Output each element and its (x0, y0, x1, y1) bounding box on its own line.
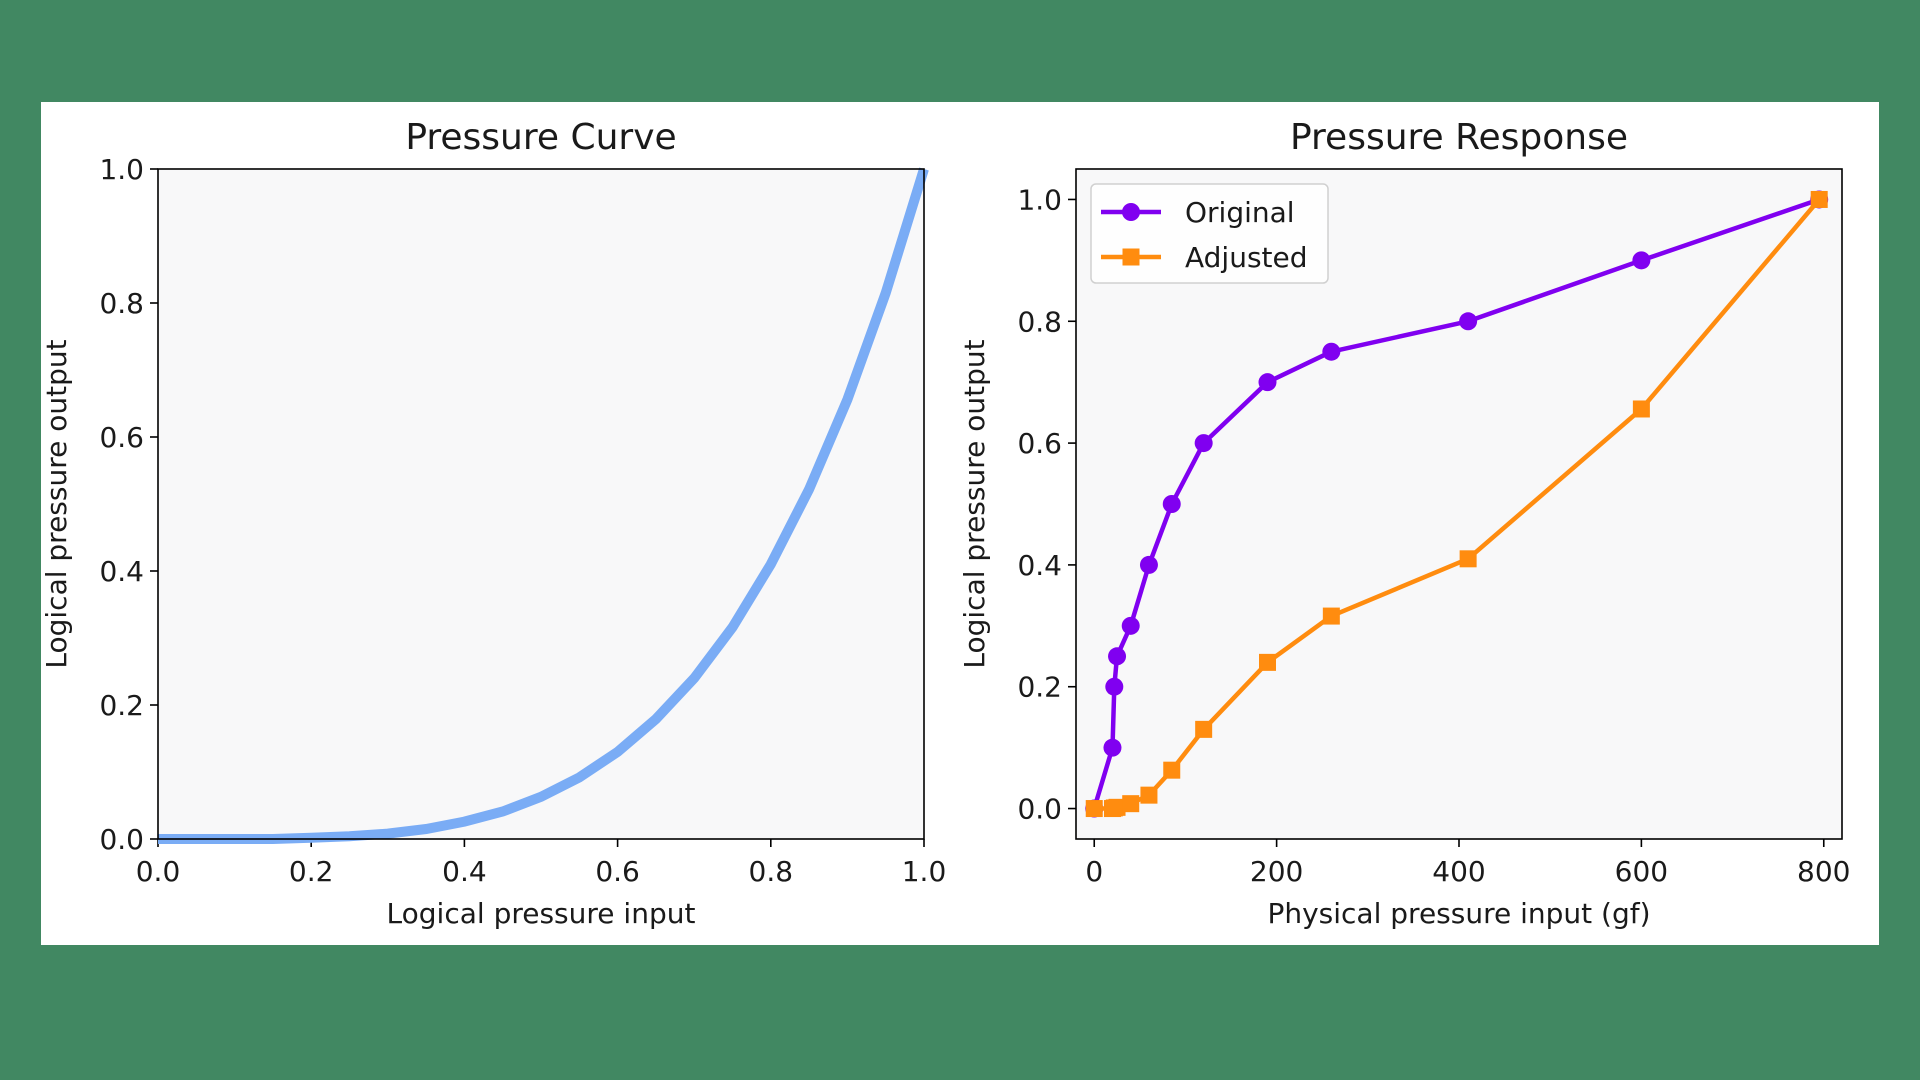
legend-marker-original (1122, 203, 1140, 221)
plot-frame (157, 168, 925, 840)
data-point-adjusted (1163, 761, 1181, 779)
x-tick-label: 0.8 (749, 855, 794, 888)
chart-title: Pressure Curve (405, 117, 676, 158)
x-tick-label: 0 (1085, 855, 1103, 888)
x-axis-ticks: 0.0 0.2 0.4 0.6 0.8 1.0 (136, 839, 947, 888)
legend-label-adjusted: Adjusted (1185, 241, 1308, 274)
legend-label-original: Original (1185, 196, 1295, 229)
x-tick-label: 1.0 (902, 855, 947, 888)
data-point-adjusted (1085, 800, 1103, 818)
data-point-original (1105, 677, 1124, 696)
x-tick-label: 800 (1797, 855, 1850, 888)
figure-panel: Pressure Curve 0.0 0.2 0.4 0.6 0.8 1.0 0.0 0.2… (41, 102, 1879, 945)
figure-canvas: Pressure Curve 0.0 0.2 0.4 0.6 0.8 1.0 0.0 0.2… (41, 117, 1850, 930)
legend-entry-original: Original (1101, 196, 1295, 229)
y-tick-label: 0.4 (1017, 549, 1062, 582)
y-tick-label: 0.0 (99, 823, 144, 856)
y-tick-label: 0.2 (1017, 671, 1062, 704)
y-tick-label: 0.4 (99, 555, 144, 588)
y-axis-label: Logical pressure output (958, 339, 991, 668)
data-point-adjusted (1122, 795, 1140, 813)
data-point-original (1459, 312, 1478, 331)
plot-frame (1075, 168, 1843, 840)
data-point-adjusted (1632, 400, 1650, 418)
y-tick-label: 0.2 (99, 689, 144, 722)
data-point-original (1121, 616, 1140, 635)
data-point-original (1258, 373, 1277, 392)
data-point-adjusted (1108, 798, 1126, 816)
data-point-adjusted (1322, 607, 1340, 625)
y-tick-label: 1.0 (1017, 183, 1062, 216)
x-tick-label: 0.0 (136, 855, 181, 888)
data-point-original (1108, 647, 1127, 666)
chart-title: Pressure Response (1290, 117, 1628, 158)
plot-area (158, 169, 924, 839)
legend-entry-adjusted: Adjusted (1101, 241, 1308, 274)
x-tick-label: 0.6 (595, 855, 640, 888)
data-point-adjusted (1140, 786, 1158, 804)
y-tick-label: 0.6 (1017, 427, 1062, 460)
y-axis-ticks: 0.0 0.2 0.4 0.6 0.8 1.0 (1017, 183, 1076, 826)
pressure-curve-chart: Pressure Curve 0.0 0.2 0.4 0.6 0.8 1.0 0.0 0.2… (41, 117, 946, 930)
y-tick-label: 0.8 (99, 287, 144, 320)
y-tick-label: 1.0 (99, 153, 144, 186)
x-tick-label: 600 (1615, 855, 1668, 888)
pressure-response-chart: Pressure Response 0 200 400 600 800 0.00.20.… (958, 117, 1850, 930)
x-tick-label: 0.2 (289, 855, 334, 888)
x-tick-label: 400 (1432, 855, 1485, 888)
y-tick-label: 0.6 (99, 421, 144, 454)
x-axis-label: Logical pressure input (387, 897, 696, 930)
data-point-original (1162, 495, 1181, 513)
data-point-original (1322, 342, 1341, 361)
data-point-adjusted (1459, 550, 1477, 568)
x-tick-label: 0.4 (442, 855, 487, 888)
legend-marker-adjusted (1122, 248, 1140, 266)
data-point-original (1103, 738, 1122, 757)
data-point-original (1194, 434, 1213, 453)
data-point-adjusted (1810, 190, 1828, 208)
x-tick-label: 200 (1250, 855, 1303, 888)
data-point-original (1632, 251, 1651, 270)
y-axis-ticks: 0.0 0.2 0.4 0.6 0.8 1.0 (99, 153, 158, 856)
data-point-adjusted (1195, 720, 1213, 738)
y-axis-label: Logical pressure output (41, 339, 73, 668)
legend: Original Adjusted (1090, 183, 1329, 284)
data-point-original (1139, 555, 1158, 574)
y-tick-label: 0.8 (1017, 305, 1062, 338)
data-point-adjusted (1259, 653, 1276, 671)
y-tick-label: 0.0 (1017, 793, 1062, 826)
x-axis-ticks: 0 200 400 600 800 (1085, 839, 1850, 888)
plot-content (1085, 190, 1829, 818)
x-axis-label: Physical pressure input (gf) (1267, 897, 1650, 930)
